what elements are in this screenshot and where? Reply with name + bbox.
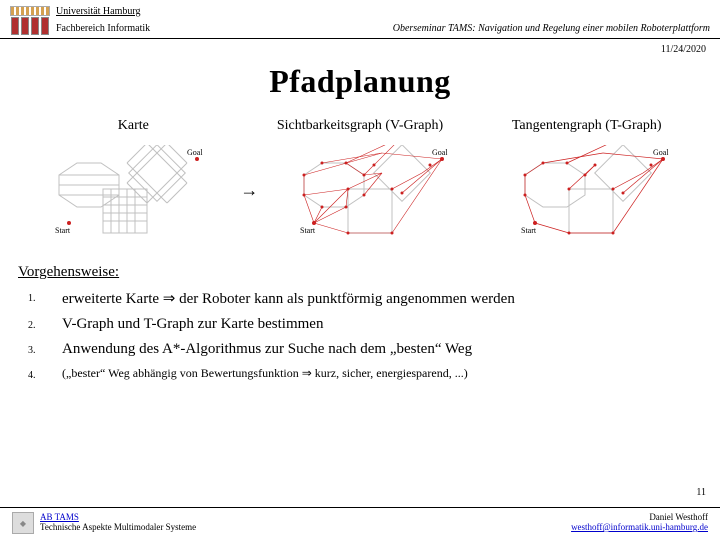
list-item: 4. („bester“ Weg abhängig von Bewertungs… <box>28 366 702 381</box>
slide-footer: ◆ AB TAMS Technische Aspekte Multimodale… <box>0 507 720 540</box>
step-number: 3. <box>28 341 62 358</box>
svg-text:Goal: Goal <box>432 148 448 157</box>
department-name: Fachbereich Informatik <box>56 23 150 34</box>
slide-title: Pfadplanung <box>0 63 720 100</box>
list-item: 3. Anwendung des A*-Algorithmus zur Such… <box>28 341 702 358</box>
figure-row: Start Goal → <box>16 140 704 240</box>
seminar-title: Oberseminar TAMS: Navigation und Regelun… <box>393 23 710 34</box>
author-email[interactable]: westhoff@informatik.uni-hamburg.de <box>571 522 708 532</box>
footer-logo-icon: ◆ <box>12 512 34 534</box>
list-item: 1. erweiterte Karte ⇒ der Roboter kann a… <box>28 289 702 308</box>
col-label-vgraph: Sichtbarkeitsgraph (V-Graph) <box>247 118 474 134</box>
figure-vgraph: Start Goal <box>261 145 482 235</box>
figure-karte: Start Goal <box>16 145 237 235</box>
svg-text:Goal: Goal <box>187 148 203 157</box>
arrow-icon: → <box>237 180 261 201</box>
step-number: 1. <box>28 289 62 308</box>
university-name: Universität Hamburg <box>56 6 141 17</box>
step-text: V-Graph und T-Graph zur Karte bestimmen <box>62 316 702 333</box>
author-name: Daniel Westhoff <box>571 512 708 522</box>
slide-header: Universität Hamburg Fachbereich Informat… <box>0 0 720 39</box>
university-logo <box>10 6 50 36</box>
col-label-tgraph: Tangentengraph (T-Graph) <box>473 118 700 134</box>
step-number: 4. <box>28 366 62 381</box>
lab-link[interactable]: AB TAMS <box>40 512 196 522</box>
step-number: 2. <box>28 316 62 333</box>
svg-text:Start: Start <box>521 226 537 235</box>
svg-text:Start: Start <box>55 226 71 235</box>
list-item: 2. V-Graph und T-Graph zur Karte bestimm… <box>28 316 702 333</box>
header-text-block: Universität Hamburg Fachbereich Informat… <box>56 6 710 34</box>
step-text: erweiterte Karte ⇒ der Roboter kann als … <box>62 289 702 308</box>
col-label-karte: Karte <box>20 118 247 134</box>
svg-text:Goal: Goal <box>653 148 669 157</box>
footer-subtitle: Technische Aspekte Multimodaler Systeme <box>40 522 196 532</box>
step-text: („bester“ Weg abhängig von Bewertungsfun… <box>62 366 702 381</box>
procedure-heading: Vorgehensweise: <box>18 264 702 281</box>
procedure-list: 1. erweiterte Karte ⇒ der Roboter kann a… <box>28 289 702 381</box>
svg-text:Start: Start <box>300 226 316 235</box>
slide-number: 11 <box>696 487 706 498</box>
slide-date: 11/24/2020 <box>661 44 706 55</box>
step-text: Anwendung des A*-Algorithmus zur Suche n… <box>62 341 702 358</box>
figure-tgraph: Start Goal <box>483 145 704 235</box>
column-labels: Karte Sichtbarkeitsgraph (V-Graph) Tange… <box>20 118 700 134</box>
